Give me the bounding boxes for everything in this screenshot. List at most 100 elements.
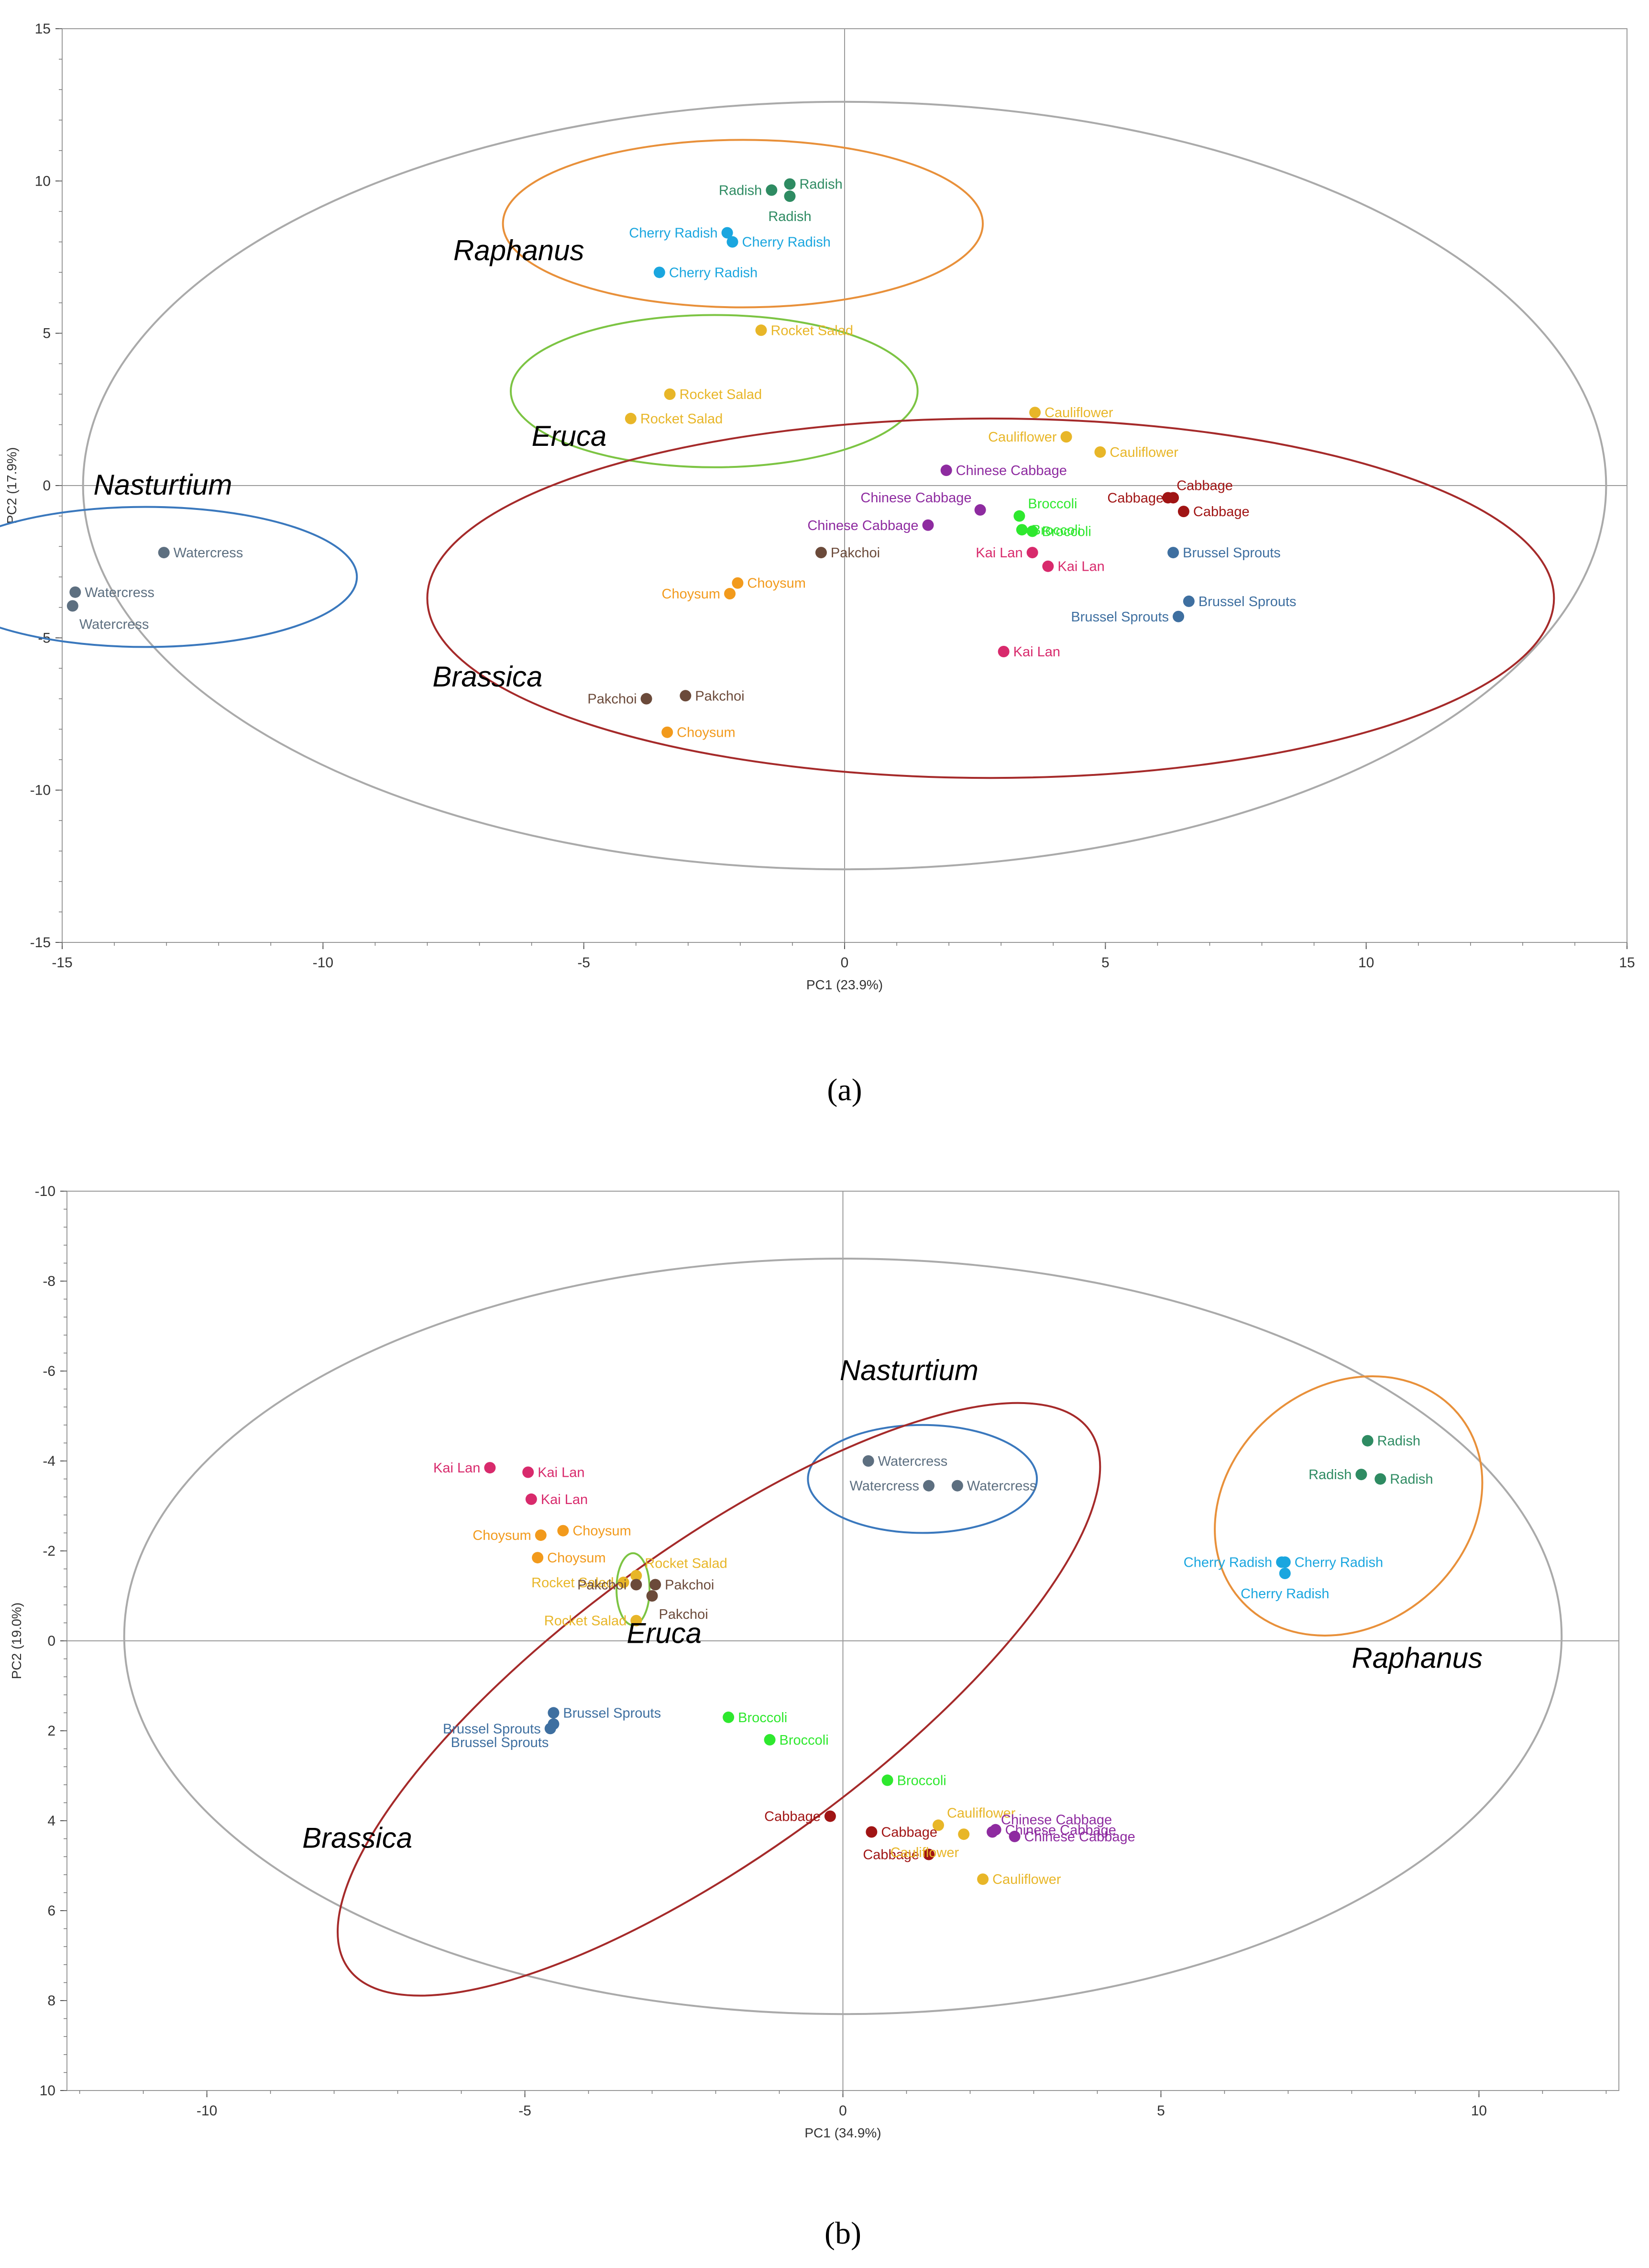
a-point-pakchoi — [680, 690, 692, 702]
a-point-label-choysum: Choysum — [662, 586, 721, 602]
b-point-label-choysum: Choysum — [572, 1524, 631, 1539]
b-point-label-broccoli: Broccoli — [897, 1773, 946, 1788]
b-y-tick-label: -6 — [43, 1363, 55, 1379]
b-point-pakchoi — [630, 1579, 642, 1591]
a-point-label-cabbage: Cabbage — [1193, 504, 1250, 520]
b-group-label-raphanus: Raphanus — [1352, 1642, 1483, 1674]
b-point-label-choysum: Choysum — [547, 1550, 606, 1566]
a-point-watercress — [66, 600, 78, 612]
a-point-brussel-sprouts — [1183, 595, 1195, 607]
b-y-tick-label: 10 — [40, 2083, 55, 2099]
a-point-label-cherry-radish: Cherry Radish — [742, 235, 831, 250]
a-point-cabbage — [1177, 506, 1189, 518]
b-y-tick-label: 6 — [47, 1903, 55, 1919]
b-point-rocket-salad — [630, 1615, 642, 1626]
a-point-radish — [766, 184, 778, 196]
b-point-label-cabbage: Cabbage — [863, 1848, 919, 1863]
a-x-tick-label: 5 — [1101, 955, 1110, 971]
b-ellipse-brassica — [337, 1402, 1101, 1997]
b-point-label-broccoli: Broccoli — [780, 1733, 829, 1748]
b-y-tick-label: -4 — [43, 1453, 55, 1469]
b-point-label-pakchoi: Pakchoi — [577, 1578, 627, 1593]
b-point-label-pakchoi: Pakchoi — [665, 1578, 714, 1593]
b-point-chinese-cabbage — [1009, 1830, 1021, 1842]
a-point-label-kai-lan: Kai Lan — [976, 545, 1022, 561]
b-y-tick-label: 4 — [47, 1813, 55, 1829]
b-point-chinese-cabbage — [989, 1824, 1001, 1836]
b-point-label-cauliflower: Cauliflower — [890, 1845, 959, 1860]
b-ellipse-raphanus — [1214, 1375, 1484, 1637]
b-point-broccoli — [723, 1711, 735, 1723]
b-point-label-cherry-radish: Cherry Radish — [1295, 1555, 1383, 1571]
b-point-label-cauliflower: Cauliflower — [992, 1872, 1061, 1887]
b-point-label-chinese-cabbage: Chinese Cabbage — [1005, 1823, 1116, 1838]
a-point-label-brussel-sprouts: Brussel Sprouts — [1071, 609, 1169, 625]
b-point-label-brussel-sprouts: Brussel Sprouts — [443, 1721, 541, 1737]
b-point-label-choysum: Choysum — [473, 1528, 531, 1543]
a-x-tick-label: -5 — [577, 955, 590, 971]
b-point-cabbage — [866, 1826, 878, 1838]
b-point-label-cherry-radish: Cherry Radish — [1241, 1586, 1329, 1602]
a-point-pakchoi — [640, 693, 652, 705]
a-point-label-rocket-salad: Rocket Salad — [640, 411, 723, 427]
b-point-brussel-sprouts — [548, 1707, 560, 1719]
a-x-tick-label: -10 — [313, 955, 333, 971]
b-y-tick-label: -2 — [43, 1543, 55, 1559]
b-point-label-cauliflower: Cauliflower — [947, 1805, 1016, 1821]
a-group-label-nasturtium: Nasturtium — [93, 469, 232, 501]
a-point-label-brussel-sprouts: Brussel Sprouts — [1183, 545, 1281, 561]
a-point-label-choysum: Choysum — [747, 576, 806, 591]
a-point-label-brussel-sprouts: Brussel Sprouts — [1198, 594, 1297, 609]
a-point-label-pakchoi: Pakchoi — [587, 692, 637, 707]
a-point-cherry-radish — [653, 266, 665, 278]
a-point-label-cauliflower: Cauliflower — [1044, 405, 1113, 420]
a-point-label-cherry-radish: Cherry Radish — [669, 265, 758, 280]
a-group-label-raphanus: Raphanus — [453, 234, 584, 266]
a-point-choysum — [732, 577, 744, 589]
b-point-choysum — [557, 1525, 569, 1537]
b-y-axis-title: PC2 (19.0%) — [9, 1603, 24, 1679]
a-point-broccoli — [1013, 510, 1025, 522]
a-y-axis-title: PC2 (17.9%) — [4, 447, 19, 524]
b-point-label-broccoli: Broccoli — [738, 1710, 787, 1726]
b-point-kai-lan — [522, 1466, 534, 1478]
a-point-label-rocket-salad: Rocket Salad — [680, 387, 762, 402]
a-y-tick-label: 0 — [43, 478, 51, 494]
a-point-label-broccoli: Broccoli — [1028, 497, 1077, 512]
a-point-label-broccoli: Broccoli — [1042, 524, 1091, 540]
a-y-tick-label: -15 — [30, 935, 51, 951]
a-point-label-radish: Radish — [768, 209, 811, 224]
b-point-radish — [1355, 1469, 1367, 1481]
a-point-kai-lan — [998, 645, 1010, 657]
b-point-label-pakchoi: Pakchoi — [659, 1607, 708, 1622]
b-y-tick-label: -10 — [35, 1184, 55, 1199]
b-point-broccoli — [764, 1734, 776, 1746]
a-point-watercress — [158, 547, 170, 559]
a-point-choysum — [661, 726, 673, 738]
a-point-label-radish: Radish — [799, 177, 842, 192]
b-point-label-rocket-salad: Rocket Salad — [531, 1575, 614, 1591]
b-point-cauliflower — [932, 1819, 944, 1831]
a-point-label-chinese-cabbage: Chinese Cabbage — [807, 518, 918, 533]
b-point-label-chinese-cabbage: Chinese Cabbage — [1001, 1813, 1112, 1828]
a-point-label-pakchoi: Pakchoi — [831, 545, 880, 561]
a-point-brussel-sprouts — [1173, 610, 1185, 622]
a-x-tick-label: 0 — [841, 955, 849, 971]
b-point-pakchoi — [646, 1590, 658, 1602]
b-point-brussel-sprouts — [548, 1718, 560, 1730]
b-point-choysum — [535, 1529, 547, 1541]
b-ellipse-all — [123, 1258, 1563, 2015]
a-point-cabbage — [1167, 492, 1179, 504]
b-ellipse-nasturtium — [807, 1424, 1038, 1534]
b-group-label-nasturtium: Nasturtium — [840, 1354, 978, 1386]
b-panel-label: (b) — [824, 2216, 861, 2251]
a-point-cauliflower — [1094, 446, 1106, 458]
b-point-pakchoi — [649, 1579, 661, 1591]
a-point-choysum — [724, 588, 736, 600]
b-x-tick-label: 5 — [1157, 2103, 1165, 2119]
a-point-pakchoi — [815, 547, 827, 559]
b-point-label-brussel-sprouts: Brussel Sprouts — [563, 1705, 661, 1721]
b-point-label-cabbage: Cabbage — [764, 1809, 821, 1825]
a-y-tick-label: 5 — [43, 326, 51, 342]
